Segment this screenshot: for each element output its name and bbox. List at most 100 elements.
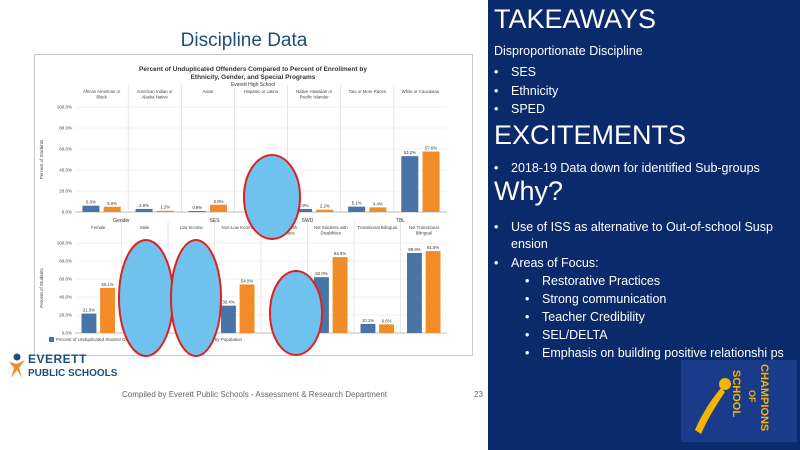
y-tick-label: 40.0% bbox=[59, 295, 72, 300]
highlight-oval-low-income bbox=[170, 239, 222, 357]
person-icon bbox=[9, 353, 25, 378]
takeaways-subheading: Disproportionate Discipline bbox=[494, 44, 643, 58]
badge-word-champions: CHAMPIONS bbox=[758, 364, 770, 431]
category-label: Non-Low Income bbox=[222, 225, 255, 230]
bar bbox=[103, 206, 121, 212]
bar bbox=[422, 151, 440, 212]
data-label: 6.9% bbox=[214, 199, 224, 204]
y-tick-label: 60.0% bbox=[59, 277, 72, 282]
y-tick-label: 100.0% bbox=[57, 105, 72, 110]
discipline-chart: Percent of Unduplicated Offenders Compar… bbox=[39, 66, 447, 342]
why-heading: Why? bbox=[494, 176, 564, 206]
category-label: Two or More Races bbox=[349, 89, 386, 94]
data-label: 30.4% bbox=[222, 300, 234, 305]
group-label: Gender bbox=[113, 218, 130, 224]
category-label: Bilingual bbox=[416, 231, 432, 236]
data-label: 2.2% bbox=[320, 204, 330, 209]
category-label: African American or bbox=[83, 89, 121, 94]
torch-icon bbox=[695, 388, 725, 434]
data-label: 0.9% bbox=[192, 205, 202, 210]
y-tick-label: 80.0% bbox=[59, 259, 72, 264]
takeaway-item: Ethnicity bbox=[494, 83, 558, 100]
highlight-ovals bbox=[118, 154, 323, 357]
bar bbox=[407, 252, 422, 333]
bar bbox=[316, 209, 334, 212]
takeaways-heading: TAKEAWAYS bbox=[494, 4, 657, 34]
category-label: Black bbox=[96, 95, 107, 100]
category-label: American Indian or bbox=[137, 89, 174, 94]
focus-item: SEL/DELTA bbox=[525, 327, 607, 344]
bar bbox=[425, 251, 441, 333]
badge-word-school: SCHOOL bbox=[730, 370, 742, 417]
data-label: 21.6% bbox=[83, 308, 95, 313]
page-number: 23 bbox=[474, 390, 483, 399]
slide-title: Discipline Data bbox=[180, 30, 308, 51]
bar bbox=[379, 324, 394, 333]
category-label: Low Income bbox=[180, 225, 204, 230]
category-label: Pacific Islander bbox=[300, 95, 330, 100]
category-label: Disabilities bbox=[320, 231, 341, 236]
group-label: TBL bbox=[396, 218, 405, 224]
data-label: 53.2% bbox=[404, 150, 416, 155]
bar bbox=[221, 305, 236, 333]
focus-item: Restorative Practices bbox=[525, 273, 660, 290]
data-label: 9.6% bbox=[382, 318, 392, 323]
category-label: Alaska Native bbox=[142, 95, 169, 100]
logo-line2: PUBLIC SCHOOLS bbox=[28, 368, 118, 379]
badge-word-of: OF bbox=[747, 390, 757, 403]
data-label: 57.6% bbox=[425, 146, 437, 151]
data-label: 6.0% bbox=[86, 200, 96, 205]
bar bbox=[239, 284, 255, 333]
category-label: White or Caucasian bbox=[402, 89, 440, 94]
group-label: SES bbox=[209, 218, 220, 224]
chart-school: Everett High School bbox=[231, 82, 275, 88]
y-tick-label: 60.0% bbox=[59, 147, 72, 152]
bar bbox=[82, 205, 100, 212]
bar bbox=[332, 257, 348, 333]
category-label: Hispanic or Latino bbox=[244, 89, 279, 94]
everett-logo: EVERETT PUBLIC SCHOOLS bbox=[6, 352, 126, 382]
logo-line1: EVERETT bbox=[28, 352, 87, 366]
why-item: Use of ISS as alternative to Out-of-scho… bbox=[494, 219, 797, 253]
y-tick-label: 20.0% bbox=[59, 189, 72, 194]
bar bbox=[135, 208, 153, 212]
legend-label: Enrollment by Population bbox=[192, 337, 243, 342]
chart-title: Percent of Unduplicated Offenders Compar… bbox=[139, 66, 367, 73]
y-axis-label: Percent of Students bbox=[39, 267, 44, 307]
data-label: 5.1% bbox=[352, 201, 362, 206]
highlight-oval-hispanic bbox=[243, 154, 301, 240]
bar bbox=[81, 313, 97, 333]
y-tick-label: 0.0% bbox=[62, 210, 72, 215]
data-label: 84.3% bbox=[334, 251, 346, 256]
champions-logo: SCHOOL OF CHAMPIONS bbox=[695, 364, 770, 434]
category-label: Native Hawaiian or bbox=[296, 89, 333, 94]
focus-item: Teacher Credibility bbox=[525, 309, 645, 326]
data-label: 2.9% bbox=[299, 203, 309, 208]
y-tick-label: 40.0% bbox=[59, 168, 72, 173]
y-tick-label: 80.0% bbox=[59, 126, 72, 131]
bar bbox=[209, 204, 227, 212]
bar bbox=[188, 211, 206, 212]
category-label: Not Students with bbox=[314, 225, 348, 230]
footer-credit: Compiled by Everett Public Schools - Ass… bbox=[122, 390, 388, 399]
y-tick-label: 20.0% bbox=[59, 313, 72, 318]
data-label: 5.0% bbox=[107, 201, 117, 206]
y-tick-label: 0.0% bbox=[62, 331, 72, 336]
school-of-champions-badge: SCHOOL OF CHAMPIONS bbox=[681, 360, 797, 442]
bar bbox=[295, 208, 313, 212]
data-label: 10.1% bbox=[362, 318, 374, 323]
why-item: Areas of Focus: bbox=[494, 255, 598, 272]
data-label: 62.0% bbox=[315, 271, 327, 276]
category-label: Male bbox=[140, 225, 150, 230]
highlight-oval-swd bbox=[269, 270, 323, 356]
y-tick-label: 100.0% bbox=[57, 241, 72, 246]
takeaway-item: SES bbox=[494, 64, 536, 81]
data-label: 50.1% bbox=[101, 282, 113, 287]
bar bbox=[360, 323, 376, 333]
focus-item: Emphasis on building positive relationsh… bbox=[525, 345, 792, 362]
bar bbox=[100, 287, 115, 333]
y-axis-label: Percent of Students bbox=[39, 139, 44, 179]
chart-subtitle: Ethnicity, Gender, and Special Programs bbox=[191, 74, 316, 81]
category-label: Not Transitional bbox=[409, 225, 439, 230]
excitement-item: 2018-19 Data down for identified Sub-gro… bbox=[494, 160, 760, 177]
